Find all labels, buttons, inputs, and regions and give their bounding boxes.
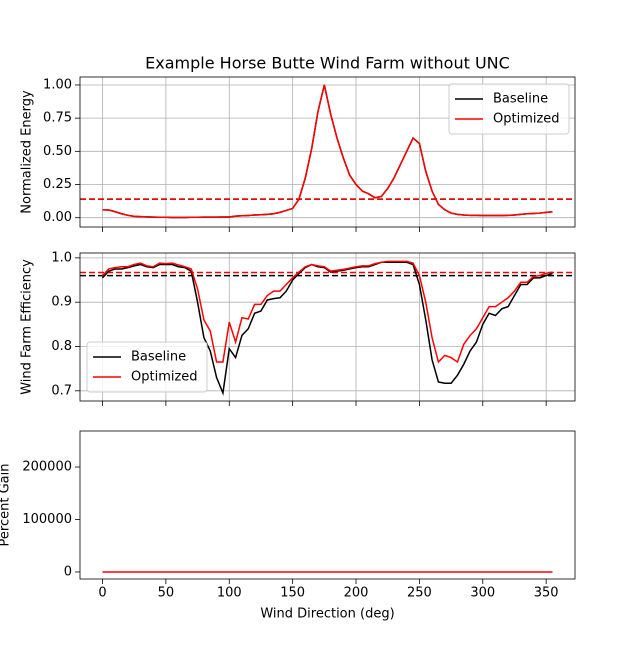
- y-tick-label: 0.50: [43, 144, 72, 159]
- series-line: [102, 84, 553, 219]
- y-axis-label: Percent Gain: [0, 464, 13, 547]
- y-tick-label: 1.0: [51, 250, 72, 265]
- y-tick-label: 0.7: [51, 383, 72, 398]
- y-axis-label: Normalized Energy: [20, 90, 35, 214]
- y-tick-label: 0: [64, 564, 72, 579]
- axes-frame: [79, 76, 576, 228]
- y-axis-label: Wind Farm Efficiency: [20, 259, 35, 395]
- axes-frame: [79, 252, 576, 402]
- axes-frame: [79, 430, 576, 580]
- x-tick-label: 100: [217, 586, 242, 601]
- x-tick-label: 200: [344, 586, 369, 601]
- x-tick-label: 250: [407, 586, 432, 601]
- legend-label: Baseline: [131, 350, 186, 365]
- x-tick-label: 50: [158, 586, 175, 601]
- legend-label: Optimized: [131, 370, 198, 385]
- legend-box: [86, 341, 208, 393]
- x-tick-label: 150: [280, 586, 305, 601]
- chart-title: Example Horse Butte Wind Farm without UN…: [145, 54, 510, 73]
- y-tick-label: 200000: [22, 460, 72, 475]
- legend-label: Baseline: [493, 92, 548, 107]
- y-tick-label: 0.75: [43, 111, 72, 126]
- y-tick-label: 100000: [22, 512, 72, 527]
- series-line: [101, 260, 553, 364]
- y-tick-label: 0.00: [43, 210, 72, 225]
- y-tick-label: 0.25: [43, 177, 72, 192]
- legend-box: [448, 83, 570, 135]
- x-tick-label: 350: [534, 586, 559, 601]
- x-tick-label: 300: [470, 586, 495, 601]
- legend-label: Optimized: [493, 112, 560, 127]
- y-tick-label: 1.00: [43, 77, 72, 92]
- x-tick-label: 0: [98, 586, 106, 601]
- x-axis-label: Wind Direction (deg): [260, 607, 394, 622]
- y-tick-label: 0.9: [51, 295, 72, 310]
- y-tick-label: 0.8: [51, 339, 72, 354]
